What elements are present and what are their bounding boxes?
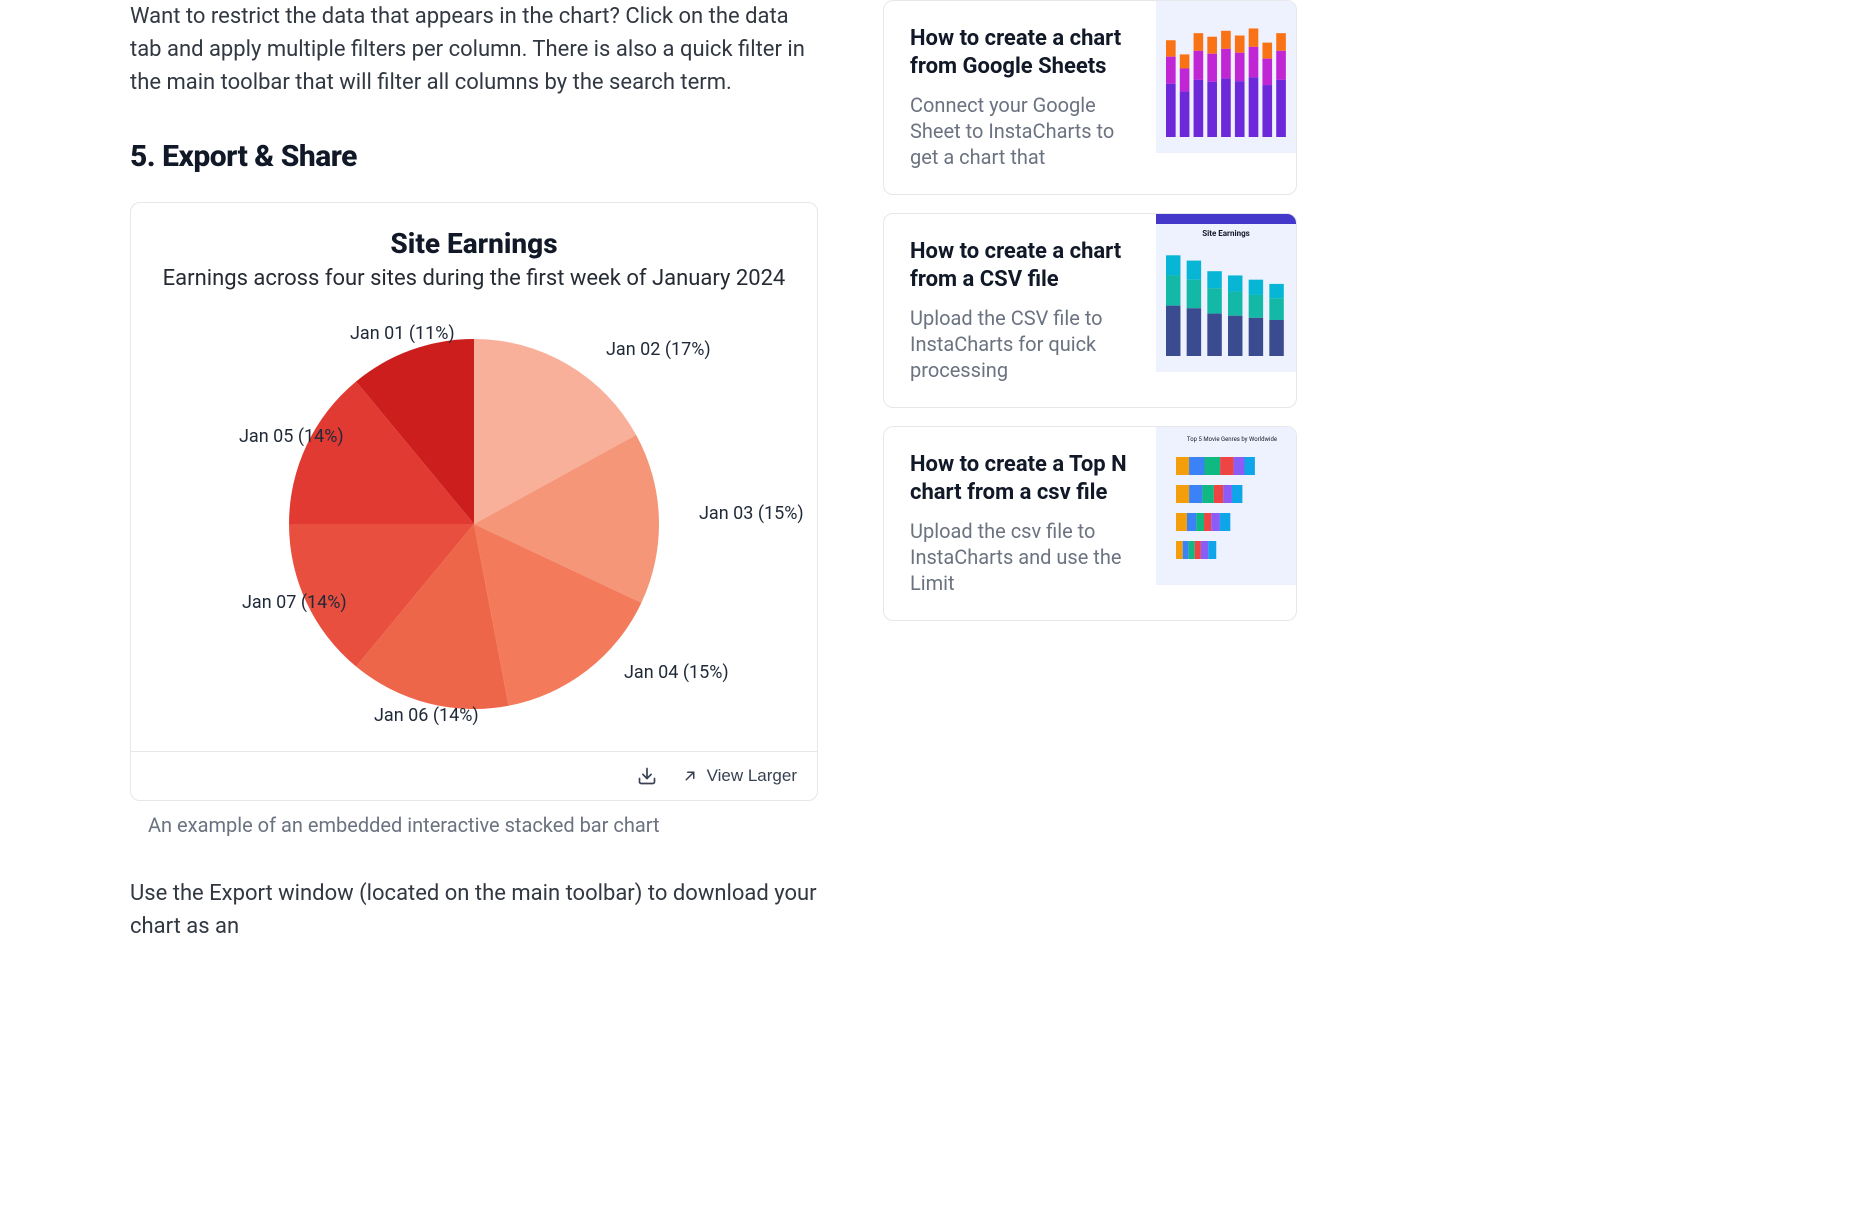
view-larger-button[interactable]: View Larger	[681, 766, 797, 786]
pie-slice-label: Jan 01 (11%)	[350, 323, 470, 344]
related-card-thumb	[1156, 1, 1296, 194]
related-card[interactable]: How to create a chart from Google Sheets…	[883, 0, 1297, 195]
pie-chart: Jan 02 (17%)Jan 03 (15%)Jan 04 (15%)Jan …	[154, 309, 794, 739]
related-card-title: How to create a chart from a CSV file	[910, 238, 1138, 293]
related-card[interactable]: How to create a Top N chart from a csv f…	[883, 426, 1297, 621]
pie-slice-label: Jan 02 (17%)	[606, 339, 711, 360]
related-card[interactable]: How to create a chart from a CSV file Upl…	[883, 213, 1297, 408]
download-icon	[637, 766, 657, 786]
pie-slice-label: Jan 07 (14%)	[242, 592, 362, 613]
svg-text:Site Earnings: Site Earnings	[1202, 229, 1250, 238]
related-card-thumb: Site Earnings	[1156, 214, 1296, 407]
chart-title: Site Earnings	[151, 227, 797, 260]
pie-slice-label: Jan 03 (15%)	[699, 503, 804, 524]
view-larger-label: View Larger	[707, 766, 797, 786]
expand-icon	[681, 767, 699, 785]
related-card-desc: Upload the CSV file to InstaCharts for q…	[910, 305, 1138, 383]
download-button[interactable]	[637, 766, 657, 786]
related-card-desc: Upload the csv file to InstaCharts and u…	[910, 518, 1138, 596]
pie-slice-label: Jan 04 (15%)	[624, 662, 729, 683]
outro-paragraph: Use the Export window (located on the ma…	[130, 877, 818, 943]
chart-subtitle: Earnings across four sites during the fi…	[151, 266, 797, 291]
related-sidebar: How to create a chart from Google Sheets…	[883, 0, 1297, 943]
pie-slice-label: Jan 05 (14%)	[239, 426, 359, 447]
related-card-title: How to create a chart from Google Sheets	[910, 25, 1138, 80]
chart-footer: View Larger	[131, 751, 817, 800]
related-card-thumb: Top 5 Movie Genres by Worldwide	[1156, 427, 1296, 620]
section-heading: 5. Export & Share	[130, 139, 818, 174]
related-card-desc: Connect your Google Sheet to InstaCharts…	[910, 92, 1138, 170]
chart-caption: An example of an embedded interactive st…	[148, 813, 818, 837]
chart-card: Site Earnings Earnings across four sites…	[130, 202, 818, 801]
svg-text:Top 5 Movie Genres by Worldwid: Top 5 Movie Genres by Worldwide	[1187, 436, 1277, 443]
related-card-title: How to create a Top N chart from a csv f…	[910, 451, 1138, 506]
intro-paragraph: Want to restrict the data that appears i…	[130, 0, 818, 99]
pie-slice-label: Jan 06 (14%)	[374, 705, 479, 726]
